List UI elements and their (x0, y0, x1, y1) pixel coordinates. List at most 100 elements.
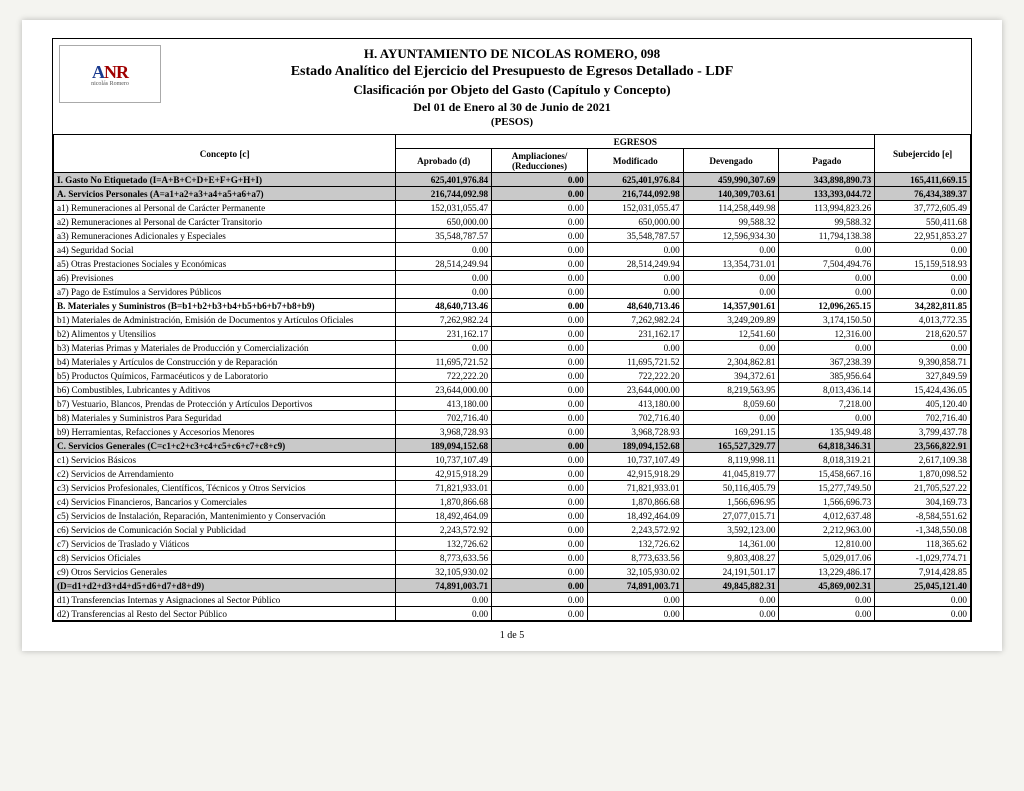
cell-value: 0.00 (492, 257, 588, 271)
title-entity: H. AYUNTAMIENTO DE NICOLAS ROMERO, 098 (53, 45, 971, 63)
cell-value: 0.00 (779, 593, 875, 607)
cell-value: 64,818,346.31 (779, 439, 875, 453)
cell-concept: B. Materiales y Suministros (B=b1+b2+b3+… (54, 299, 396, 313)
cell-value: 0.00 (396, 285, 492, 299)
cell-value: 0.00 (492, 565, 588, 579)
cell-value: 0.00 (779, 271, 875, 285)
table-row: a1) Remuneraciones al Personal de Caráct… (54, 201, 971, 215)
cell-concept: c2) Servicios de Arrendamiento (54, 467, 396, 481)
table-row: a2) Remuneraciones al Personal de Caráct… (54, 215, 971, 229)
cell-value: 0.00 (492, 453, 588, 467)
table-row: c8) Servicios Oficiales8,773,633.560.008… (54, 551, 971, 565)
cell-concept: d1) Transferencias Internas y Asignacion… (54, 593, 396, 607)
table-row: b4) Materiales y Artículos de Construcci… (54, 355, 971, 369)
cell-value: 413,180.00 (587, 397, 683, 411)
cell-value: 5,029,017.06 (779, 551, 875, 565)
report-header: ANR nicolás Romero H. AYUNTAMIENTO DE NI… (52, 38, 972, 622)
cell-value: 3,249,209.89 (683, 313, 779, 327)
cell-value: 0.00 (683, 607, 779, 621)
cell-value: 165,527,329.77 (683, 439, 779, 453)
cell-concept: b5) Productos Químicos, Farmacéuticos y … (54, 369, 396, 383)
table-row: c1) Servicios Básicos10,737,107.490.0010… (54, 453, 971, 467)
cell-concept: a5) Otras Prestaciones Sociales y Económ… (54, 257, 396, 271)
cell-value: 49,845,882.31 (683, 579, 779, 593)
cell-value: 0.00 (396, 593, 492, 607)
cell-concept: b1) Materiales de Administración, Emisió… (54, 313, 396, 327)
cell-concept: a7) Pago de Estímulos a Servidores Públi… (54, 285, 396, 299)
cell-value: 0.00 (492, 579, 588, 593)
cell-value: -1,029,774.71 (875, 551, 971, 565)
cell-value: 0.00 (396, 607, 492, 621)
cell-concept: a2) Remuneraciones al Personal de Caráct… (54, 215, 396, 229)
cell-value: 625,401,976.84 (587, 173, 683, 187)
cell-value: 8,119,998.11 (683, 453, 779, 467)
cell-value: 327,849.59 (875, 369, 971, 383)
cell-concept: c3) Servicios Profesionales, Científicos… (54, 481, 396, 495)
cell-value: 42,915,918.29 (587, 467, 683, 481)
cell-value: 702,716.40 (587, 411, 683, 425)
cell-value: 0.00 (683, 593, 779, 607)
th-subejercido: Subejercido [e] (875, 135, 971, 173)
cell-value: 0.00 (492, 299, 588, 313)
cell-concept: a6) Previsiones (54, 271, 396, 285)
cell-value: 3,592,123.00 (683, 523, 779, 537)
cell-value: 18,492,464.09 (396, 509, 492, 523)
cell-value: 11,695,721.52 (587, 355, 683, 369)
cell-value: 550,411.68 (875, 215, 971, 229)
cell-concept: b9) Herramientas, Refacciones y Accesori… (54, 425, 396, 439)
cell-value: 343,898,890.73 (779, 173, 875, 187)
cell-concept: b4) Materiales y Artículos de Construcci… (54, 355, 396, 369)
cell-value: 15,277,749.50 (779, 481, 875, 495)
cell-value: 0.00 (587, 607, 683, 621)
cell-value: 14,361.00 (683, 537, 779, 551)
cell-value: 0.00 (587, 271, 683, 285)
budget-table: Concepto [c] EGRESOS Subejercido [e] Apr… (53, 134, 971, 621)
cell-value: 0.00 (779, 285, 875, 299)
th-egresos: EGRESOS (396, 135, 875, 149)
cell-value: 48,640,713.46 (396, 299, 492, 313)
cell-value: 25,045,121.40 (875, 579, 971, 593)
cell-value: 28,514,249.94 (396, 257, 492, 271)
cell-value: 722,222.20 (396, 369, 492, 383)
cell-value: 23,566,822.91 (875, 439, 971, 453)
cell-value: 11,695,721.52 (396, 355, 492, 369)
cell-concept: b2) Alimentos y Utensilios (54, 327, 396, 341)
cell-value: 9,803,408.27 (683, 551, 779, 565)
table-body: I. Gasto No Etiquetado (I=A+B+C+D+E+F+G+… (54, 173, 971, 621)
logo: ANR nicolás Romero (59, 45, 161, 103)
title-report: Estado Analítico del Ejercicio del Presu… (53, 63, 971, 82)
page-number: 1 de 5 (52, 622, 972, 641)
cell-value: 0.00 (492, 551, 588, 565)
cell-value: 132,726.62 (587, 537, 683, 551)
cell-concept: A. Servicios Personales (A=a1+a2+a3+a4+a… (54, 187, 396, 201)
cell-value: 2,243,572.92 (587, 523, 683, 537)
cell-value: 74,891,003.71 (587, 579, 683, 593)
cell-value: 8,773,633.56 (587, 551, 683, 565)
cell-value: 7,262,982.24 (396, 313, 492, 327)
cell-value: 0.00 (492, 341, 588, 355)
cell-value: -1,348,550.08 (875, 523, 971, 537)
cell-value: 50,116,405.79 (683, 481, 779, 495)
cell-value: 0.00 (492, 383, 588, 397)
cell-value: 2,617,109.38 (875, 453, 971, 467)
cell-value: 0.00 (492, 509, 588, 523)
cell-value: 140,309,703.61 (683, 187, 779, 201)
cell-value: 304,169.73 (875, 495, 971, 509)
cell-value: 0.00 (779, 243, 875, 257)
cell-concept: b8) Materiales y Suministros Para Seguri… (54, 411, 396, 425)
table-row: A. Servicios Personales (A=a1+a2+a3+a4+a… (54, 187, 971, 201)
cell-value: 12,810.00 (779, 537, 875, 551)
cell-value: 0.00 (492, 355, 588, 369)
cell-value: 0.00 (492, 481, 588, 495)
table-row: b2) Alimentos y Utensilios231,162.170.00… (54, 327, 971, 341)
cell-value: 12,316.00 (779, 327, 875, 341)
document-page: ANR nicolás Romero H. AYUNTAMIENTO DE NI… (22, 20, 1002, 651)
cell-value: 165,411,669.15 (875, 173, 971, 187)
cell-concept: c6) Servicios de Comunicación Social y P… (54, 523, 396, 537)
cell-concept: I. Gasto No Etiquetado (I=A+B+C+D+E+F+G+… (54, 173, 396, 187)
cell-value: 13,354,731.01 (683, 257, 779, 271)
cell-value: 0.00 (587, 341, 683, 355)
cell-concept: (D=d1+d2+d3+d4+d5+d6+d7+d8+d9) (54, 579, 396, 593)
cell-value: 0.00 (492, 201, 588, 215)
cell-value: 34,282,811.85 (875, 299, 971, 313)
